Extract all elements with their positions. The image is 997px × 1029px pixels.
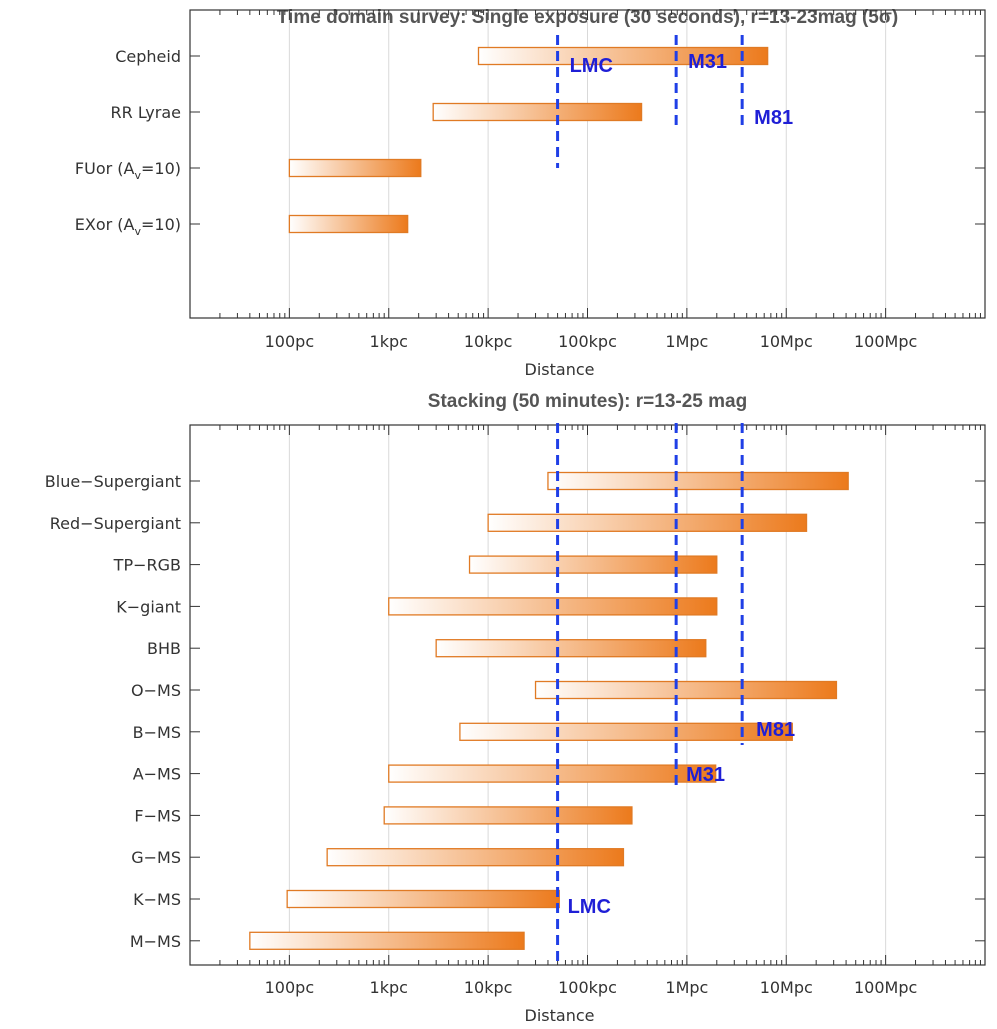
category-label: K−giant bbox=[116, 597, 181, 616]
category-label-tail: =10) bbox=[141, 215, 181, 234]
range-bar bbox=[435, 639, 707, 658]
x-tick-label: 100kpc bbox=[558, 978, 617, 997]
category-label: K−MS bbox=[133, 890, 181, 909]
category-label: M−MS bbox=[130, 932, 181, 951]
category-label-text: Red−Supergiant bbox=[50, 514, 181, 533]
range-bar bbox=[487, 513, 808, 532]
category-label-text: Blue−Supergiant bbox=[45, 472, 181, 491]
category-label: O−MS bbox=[131, 681, 181, 700]
x-axis-title: Distance bbox=[525, 360, 595, 379]
x-tick-label: 1kpc bbox=[370, 978, 408, 997]
category-label: G−MS bbox=[131, 848, 181, 867]
range-bar bbox=[288, 214, 409, 234]
range-bar bbox=[459, 722, 793, 741]
reference-label-lmc: LMC bbox=[570, 55, 613, 77]
range-bar bbox=[388, 764, 717, 783]
category-label-text: F−MS bbox=[134, 806, 181, 825]
category-label: B−MS bbox=[133, 723, 181, 742]
x-tick-label: 100kpc bbox=[558, 332, 617, 351]
chart-title: Stacking (50 minutes): r=13-25 mag bbox=[428, 391, 747, 412]
category-label: Cepheid bbox=[115, 47, 181, 66]
x-tick-label: 100Mpc bbox=[854, 332, 917, 351]
category-label-text: Cepheid bbox=[115, 47, 181, 66]
range-bar bbox=[468, 555, 718, 574]
category-label-subscript: v bbox=[134, 169, 141, 182]
chart-panel-2: Stacking (50 minutes): r=13-25 mag 100pc 1… bbox=[45, 391, 986, 1025]
reference-label-m81: M81 bbox=[756, 719, 795, 741]
category-label: F−MS bbox=[134, 806, 181, 825]
category-label: TP−RGB bbox=[113, 556, 181, 575]
category-label-text: B−MS bbox=[133, 723, 181, 742]
x-tick-label: 100Mpc bbox=[854, 978, 917, 997]
category-label-tail: =10) bbox=[141, 159, 181, 178]
x-tick-label: 10Mpc bbox=[760, 978, 813, 997]
category-label: Blue−Supergiant bbox=[45, 472, 181, 491]
category-label: RR Lyrae bbox=[111, 103, 181, 122]
x-tick-label: 10kpc bbox=[464, 332, 513, 351]
x-tick-label: 100pc bbox=[265, 332, 315, 351]
category-label-text: A−MS bbox=[133, 765, 181, 784]
category-label-text: G−MS bbox=[131, 848, 181, 867]
range-bar bbox=[286, 889, 560, 909]
category-label: FUor (Av=10) bbox=[75, 159, 181, 182]
category-label: A−MS bbox=[133, 765, 181, 784]
category-label-text: FUor (A bbox=[75, 159, 135, 178]
reference-label-m81: M81 bbox=[754, 107, 793, 129]
range-bar bbox=[477, 46, 769, 66]
category-label-text: EXor (A bbox=[75, 215, 135, 234]
reference-label-lmc: LMC bbox=[568, 896, 611, 918]
range-bar bbox=[249, 931, 525, 950]
x-tick-label: 1kpc bbox=[370, 332, 408, 351]
category-label-text: K−MS bbox=[133, 890, 181, 909]
range-bar bbox=[547, 471, 849, 491]
category-label-text: TP−RGB bbox=[113, 556, 181, 575]
x-tick-label: 10kpc bbox=[464, 978, 513, 997]
x-tick-label: 1Mpc bbox=[665, 978, 708, 997]
category-label: EXor (Av=10) bbox=[75, 215, 181, 238]
range-bar bbox=[432, 102, 643, 122]
category-label-text: RR Lyrae bbox=[111, 103, 181, 122]
chart-panel-1: Time domain survey: Single exposure (30 … bbox=[75, 7, 986, 379]
x-axis-title: Distance bbox=[525, 1006, 595, 1025]
category-label: Red−Supergiant bbox=[50, 514, 181, 533]
category-label-subscript: v bbox=[134, 225, 141, 238]
category-label-text: M−MS bbox=[130, 932, 181, 951]
reference-label-m31: M31 bbox=[688, 51, 727, 73]
range-bar bbox=[383, 806, 633, 825]
reference-label-m31: M31 bbox=[686, 764, 725, 786]
range-bar bbox=[534, 680, 838, 700]
category-label-text: BHB bbox=[147, 639, 181, 658]
range-bar bbox=[388, 597, 718, 616]
x-tick-label: 1Mpc bbox=[665, 332, 708, 351]
x-tick-label: 10Mpc bbox=[760, 332, 813, 351]
x-tick-label: 100pc bbox=[265, 978, 315, 997]
category-label: BHB bbox=[147, 639, 181, 658]
range-bar bbox=[326, 848, 625, 867]
range-bar bbox=[288, 158, 422, 178]
category-label-text: K−giant bbox=[116, 597, 181, 616]
category-label-text: O−MS bbox=[131, 681, 181, 700]
